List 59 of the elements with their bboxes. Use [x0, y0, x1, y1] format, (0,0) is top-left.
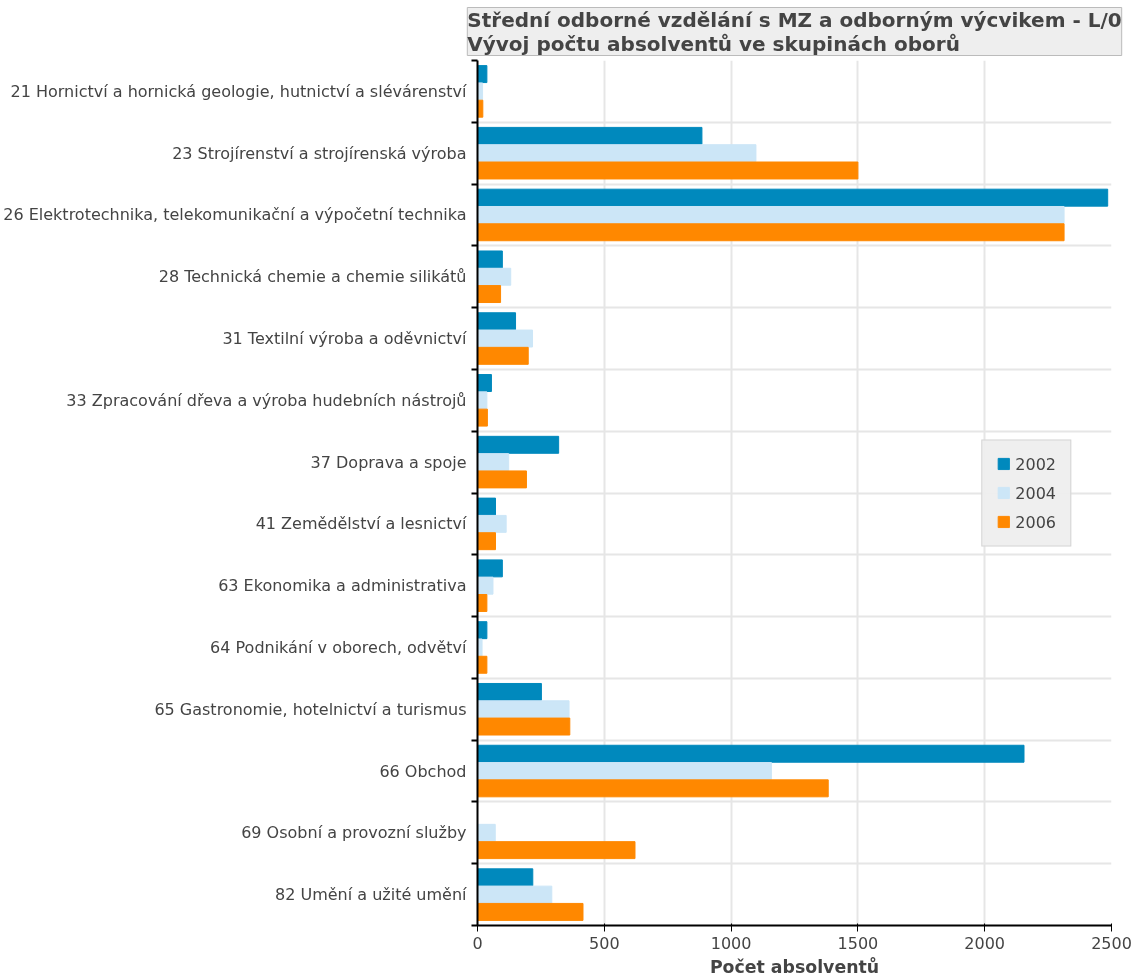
- bar: [477, 744, 1025, 763]
- bar: [477, 188, 1109, 207]
- y-tick-label: 23 Strojírenství a strojírenská výroba: [172, 143, 467, 163]
- bar: [477, 655, 488, 674]
- bar: [477, 779, 829, 798]
- bar: [477, 868, 534, 887]
- bar: [477, 346, 529, 365]
- bar: [477, 250, 503, 269]
- y-tick-label: 21 Hornictví a hornická geologie, hutnictví a slévárenství: [10, 81, 468, 101]
- bar: [477, 700, 570, 719]
- y-tick-label: 63 Ekonomika a administrativa: [218, 576, 467, 596]
- y-tick-label: 66 Obchod: [379, 761, 467, 781]
- bar: [477, 144, 757, 163]
- y-tick-label: 64 Podnikání v oborech, odvětví: [210, 637, 468, 657]
- bar: [477, 223, 1065, 242]
- legend-label: 2004: [1015, 483, 1056, 502]
- bar: [477, 126, 703, 145]
- bar: [477, 514, 507, 533]
- bar: [477, 470, 527, 489]
- legend-label: 2002: [1015, 454, 1056, 473]
- x-tick-label: 500: [589, 933, 620, 953]
- bar: [477, 408, 488, 427]
- bar: [477, 312, 517, 331]
- y-tick-label: 65 Gastronomie, hotelnictví a turismus: [154, 699, 467, 719]
- bar: [477, 576, 494, 595]
- bar: [477, 329, 534, 348]
- y-tick-label: 26 Elektrotechnika, telekomunikační a výpočetní technika: [3, 205, 467, 225]
- bar: [477, 435, 560, 454]
- bar: [477, 497, 497, 516]
- x-axis-title: Počet absolventů: [709, 955, 880, 977]
- y-tick-label: 69 Osobní a provozní služby: [241, 823, 467, 843]
- bar: [477, 621, 488, 640]
- x-tick-label: 1000: [710, 933, 752, 953]
- bar: [477, 902, 584, 921]
- bar: [477, 205, 1065, 224]
- x-tick-label: 1500: [837, 933, 879, 953]
- bar: [477, 285, 502, 304]
- bar: [477, 885, 553, 904]
- bar: [477, 841, 636, 860]
- x-tick-label: 2500: [1091, 933, 1132, 953]
- y-tick-label: 41 Zemědělství a lesnictví: [255, 514, 468, 534]
- y-tick-label: 33 Zpracování dřeva a výroba hudebních nástrojů: [66, 390, 467, 410]
- bar: [477, 559, 503, 578]
- bar: [477, 682, 542, 701]
- legend-label: 2006: [1015, 512, 1056, 531]
- y-tick-label: 82 Umění a užité umění: [275, 885, 468, 905]
- y-tick-label: 28 Technická chemie a chemie silikátů: [158, 267, 467, 287]
- bar: [477, 762, 772, 781]
- bar: [477, 161, 859, 180]
- bar: [477, 717, 571, 736]
- x-tick-label: 2000: [964, 933, 1006, 953]
- bar: [477, 594, 488, 612]
- chart-title: Střední odborné vzdělání s MZ a odborným výcvikem - L/0 Vývoj počtu absolventů ve skupinách oborů: [467, 7, 1122, 56]
- bar: [477, 453, 510, 472]
- y-tick-label: 31 Textilní výroba a oděvnictví: [222, 329, 468, 349]
- y-tick-label: 37 Doprava a spoje: [310, 452, 467, 472]
- x-tick-label: 0: [472, 933, 483, 953]
- bar: [477, 267, 512, 286]
- bar: [477, 532, 497, 551]
